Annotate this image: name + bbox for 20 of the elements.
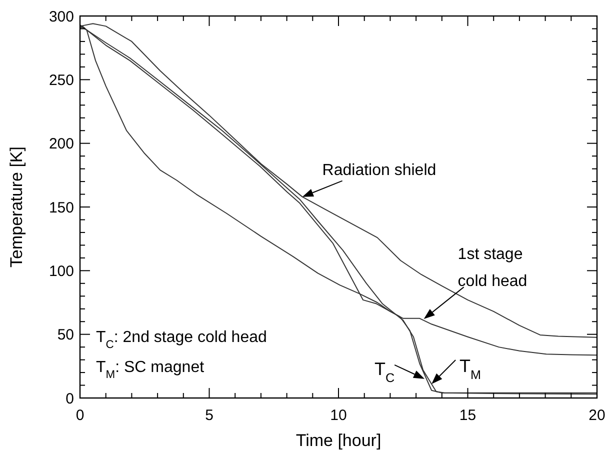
annotation: T$_{C}$ xyxy=(374,358,395,385)
x-tick-label: 0 xyxy=(76,407,84,424)
x-tick-label: 15 xyxy=(459,407,476,424)
annotation: T$_{M}$ xyxy=(460,356,482,382)
y-tick-label: 300 xyxy=(48,8,74,26)
annotation: Radiation shield xyxy=(322,162,436,179)
y-tick-label: 100 xyxy=(48,262,74,280)
x-tick-label: 5 xyxy=(205,407,214,424)
y-tick-label: 0 xyxy=(66,390,74,408)
annotation: 1st stage cold head xyxy=(458,246,528,290)
y-tick-label: 250 xyxy=(48,72,74,89)
x-tick-label: 20 xyxy=(588,407,606,424)
x-axis-title: Time [hour] xyxy=(296,431,382,450)
y-axis-title: Temperature [K] xyxy=(7,146,26,268)
annotation: T$_{C}$: 2nd stage cold head xyxy=(96,329,267,351)
y-tick-label: 50 xyxy=(57,326,74,344)
y-tick-label: 200 xyxy=(48,136,74,153)
annotation: T$_{M}$: SC magnet xyxy=(96,359,205,381)
y-tick-label: 150 xyxy=(48,199,74,216)
x-tick-label: 10 xyxy=(330,407,347,424)
